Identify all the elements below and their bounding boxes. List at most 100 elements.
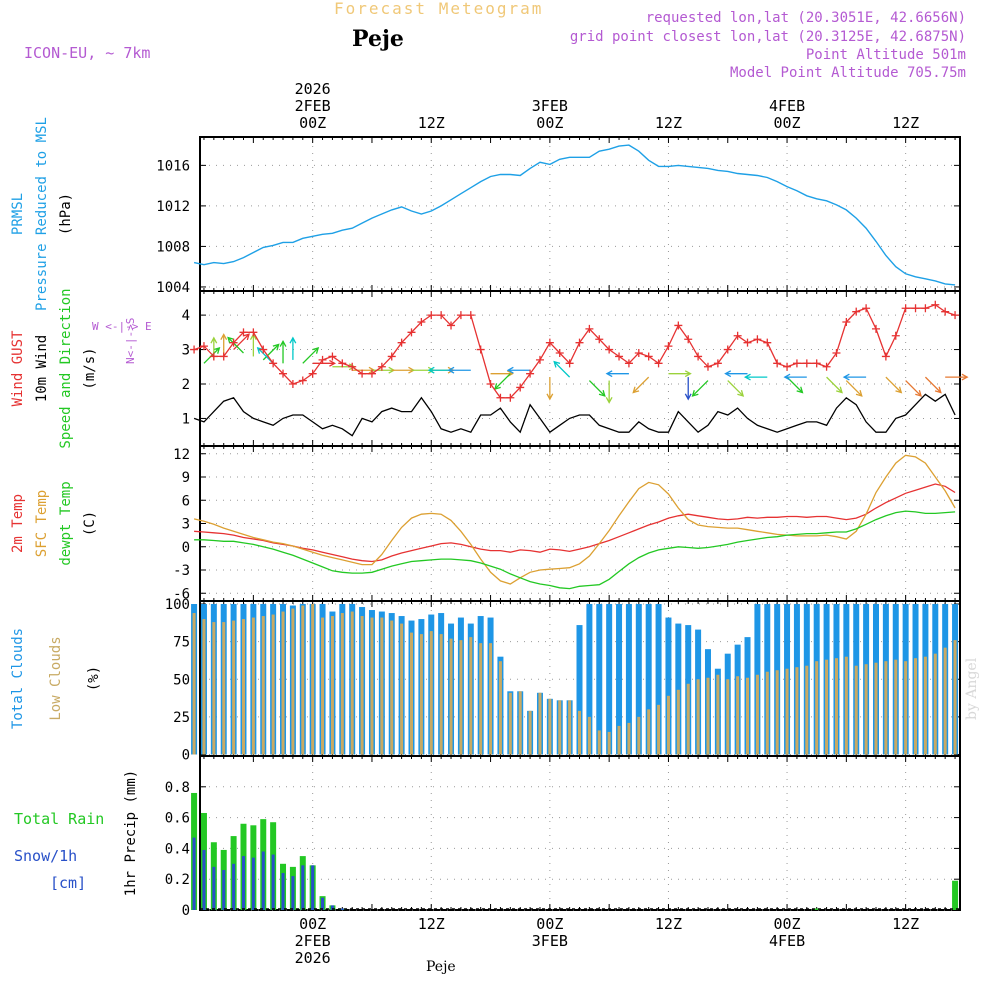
gust-marker bbox=[802, 359, 811, 368]
wind-arrow-head bbox=[289, 336, 297, 344]
low-cloud-bar bbox=[330, 616, 334, 755]
y-tick-label: 4 bbox=[182, 308, 190, 324]
wind-arrow-head bbox=[427, 366, 435, 374]
total-cloud-bar bbox=[665, 617, 672, 755]
gust-marker bbox=[891, 331, 900, 340]
low-cloud-bar bbox=[301, 605, 305, 755]
gust-marker bbox=[881, 352, 890, 361]
total-cloud-bar bbox=[635, 604, 642, 755]
low-cloud-bar bbox=[815, 661, 819, 755]
gust-marker bbox=[605, 345, 614, 354]
low-cloud-bar bbox=[706, 677, 710, 755]
low-cloud-bar bbox=[726, 679, 730, 755]
gust-marker bbox=[713, 359, 722, 368]
low-cloud-bar bbox=[844, 656, 848, 755]
wind-arrow bbox=[826, 376, 843, 393]
total-cloud-bar bbox=[596, 604, 603, 755]
gust-marker bbox=[773, 359, 782, 368]
wind-arrow bbox=[227, 337, 244, 354]
gust-marker bbox=[575, 338, 584, 347]
low-cloud-bar bbox=[350, 611, 354, 755]
pressure-line bbox=[193, 144, 956, 286]
snow-bar bbox=[340, 908, 344, 910]
low-cloud-bar bbox=[914, 658, 918, 755]
wind-arrow-head bbox=[915, 390, 923, 397]
total-cloud-bar bbox=[655, 604, 662, 755]
wind-arrow-head bbox=[737, 390, 745, 397]
low-cloud-bar bbox=[390, 620, 394, 755]
low-cloud-bar bbox=[241, 619, 245, 755]
precip-ylabel: 1hr Precip (mm) bbox=[123, 770, 139, 896]
panel-label: Pressure Reduced to MSL bbox=[34, 117, 50, 311]
temp-line-2m-temp bbox=[194, 483, 956, 563]
y-tick-label: 0.6 bbox=[165, 811, 190, 827]
low-cloud-bar bbox=[291, 608, 295, 755]
gust-marker bbox=[328, 352, 337, 361]
total-cloud-bar bbox=[675, 623, 682, 755]
low-cloud-bar bbox=[864, 664, 868, 755]
gust-marker bbox=[703, 362, 712, 371]
low-cloud-bar bbox=[340, 613, 344, 755]
top-time-label: 12Z bbox=[655, 114, 682, 132]
gust-marker bbox=[684, 335, 693, 344]
y-tick-label: 1008 bbox=[156, 239, 190, 255]
y-tick-label: 6 bbox=[182, 493, 190, 509]
low-cloud-bar bbox=[884, 661, 888, 755]
low-cloud-bar bbox=[746, 677, 750, 755]
low-cloud-bar bbox=[212, 622, 216, 755]
gust-marker bbox=[377, 362, 386, 371]
low-cloud-bar bbox=[439, 634, 443, 755]
gust-marker bbox=[822, 362, 831, 371]
low-cloud-bar bbox=[607, 731, 611, 755]
low-cloud-bar bbox=[261, 616, 265, 755]
panel-label: PRMSL bbox=[10, 193, 26, 235]
low-cloud-bar bbox=[498, 661, 502, 755]
low-cloud-bar bbox=[666, 695, 670, 755]
gust-marker bbox=[338, 359, 347, 368]
snow-bar bbox=[222, 869, 226, 910]
low-cloud-bar bbox=[587, 716, 591, 755]
gust-marker bbox=[279, 369, 288, 378]
gust-marker bbox=[199, 342, 208, 351]
gust-marker bbox=[348, 362, 357, 371]
gust-marker bbox=[358, 369, 367, 378]
low-cloud-bar bbox=[568, 700, 572, 755]
gust-marker bbox=[367, 369, 376, 378]
top-time-label: 12Z bbox=[418, 114, 445, 132]
low-cloud-bar bbox=[409, 632, 413, 755]
snow-bar bbox=[192, 837, 196, 910]
gust-marker bbox=[901, 304, 910, 313]
gust-marker bbox=[298, 376, 307, 385]
gust-marker bbox=[763, 338, 772, 347]
bottom-time-label: 12Z bbox=[418, 915, 445, 933]
y-tick-label: 9 bbox=[182, 470, 190, 486]
gust-marker bbox=[239, 328, 248, 337]
bottom-time-label: 12Z bbox=[892, 915, 919, 933]
wind-arrow bbox=[632, 376, 650, 393]
total-cloud-bar bbox=[606, 604, 613, 755]
low-cloud-bar bbox=[251, 617, 255, 755]
low-cloud-bar bbox=[469, 637, 473, 755]
total-cloud-bar bbox=[586, 604, 593, 755]
y-tick-label: 2 bbox=[182, 377, 190, 393]
low-cloud-bar bbox=[775, 670, 779, 755]
y-tick-label: 25 bbox=[173, 710, 190, 726]
panel-label: Low Clouds bbox=[48, 636, 64, 720]
gust-marker bbox=[832, 349, 841, 357]
snow-bar bbox=[321, 897, 325, 910]
low-cloud-bar bbox=[558, 700, 562, 755]
wind-arrow-head bbox=[553, 360, 561, 368]
wind-arrow-head bbox=[934, 386, 942, 394]
panel-precip: 0 0.2 0.4 0.6 0.8 Total Rain Snow/1h [cm] 1hr Pr… bbox=[14, 755, 961, 919]
temp-line-sfc-temp bbox=[193, 454, 956, 585]
low-cloud-bar bbox=[311, 604, 315, 755]
low-cloud-bar bbox=[943, 647, 947, 755]
gust-marker bbox=[288, 380, 297, 388]
snow-unit: [cm] bbox=[50, 874, 86, 892]
snow-bar bbox=[241, 856, 245, 910]
bottom-time-label: 3FEB bbox=[532, 932, 568, 950]
chart-title: Forecast Meteogram bbox=[334, 0, 544, 18]
low-cloud-bar bbox=[765, 671, 769, 755]
gust-line bbox=[193, 304, 956, 399]
model-label: ICON-EU, ~ 7km bbox=[24, 44, 151, 62]
